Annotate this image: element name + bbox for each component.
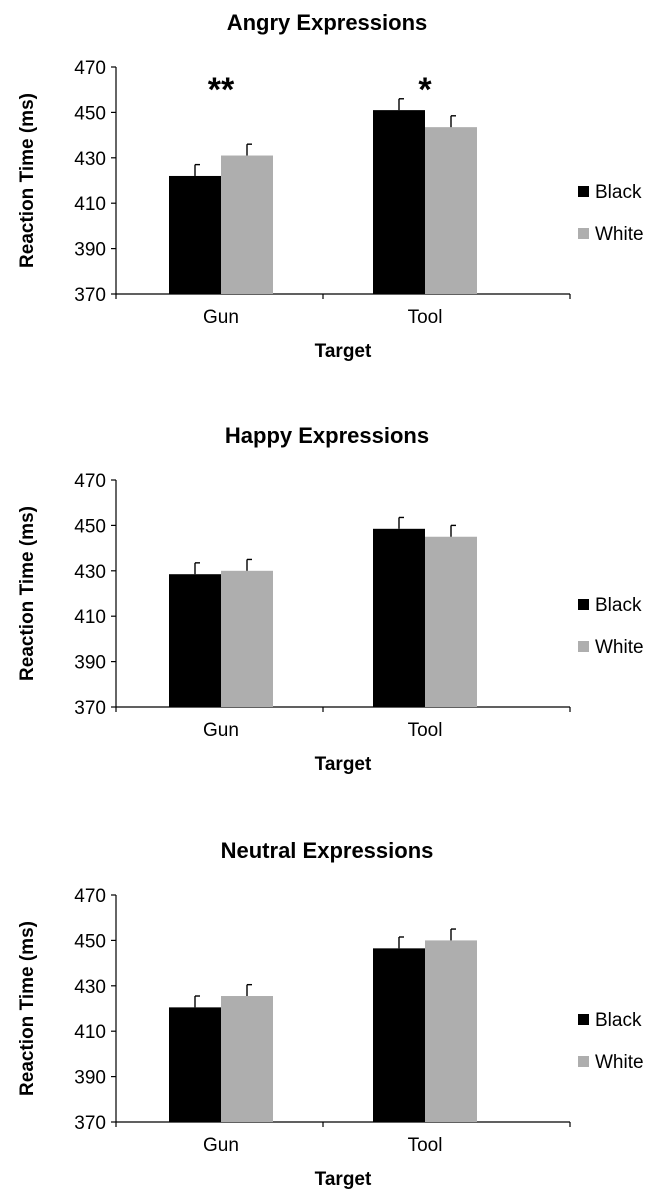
bar-black-tool — [373, 948, 425, 1122]
legend-label-black: Black — [595, 1010, 642, 1031]
y-tick-label: 390 — [74, 653, 106, 674]
bar-black-gun — [169, 1007, 221, 1122]
chart-title: Happy Expressions — [225, 423, 429, 448]
x-axis-label: Target — [315, 754, 372, 775]
legend-label-black: Black — [595, 182, 642, 203]
y-tick-label: 430 — [74, 562, 106, 583]
bar-black-gun — [169, 175, 221, 294]
legend-label-white: White — [595, 637, 644, 658]
legend-swatch-white — [578, 1056, 589, 1067]
x-tick-label: Gun — [203, 307, 239, 328]
x-tick-label: Tool — [408, 720, 443, 741]
legend-label-white: White — [595, 224, 644, 245]
y-tick-label: 470 — [74, 471, 106, 492]
chart-panel-3: Neutral Expressions Reaction Time (ms) 370… — [17, 838, 644, 1190]
bar-black-tool — [373, 528, 425, 707]
y-axis-label: Reaction Time (ms) — [17, 921, 38, 1096]
y-tick-label: 410 — [74, 607, 106, 628]
y-tick-label: 390 — [74, 1068, 106, 1089]
bar-white-tool — [425, 940, 477, 1122]
x-axis-label: Target — [315, 1169, 372, 1190]
legend-swatch-white — [578, 228, 589, 239]
y-tick-label: 450 — [74, 103, 106, 124]
legend-label-black: Black — [595, 595, 642, 616]
x-tick-label: Gun — [203, 1135, 239, 1156]
y-tick-label: 370 — [74, 285, 106, 306]
legend-swatch-black — [578, 1014, 589, 1025]
legend-swatch-black — [578, 186, 589, 197]
significance-marker: * — [418, 71, 432, 109]
y-tick-label: 470 — [74, 886, 106, 907]
bar-white-gun — [221, 155, 273, 294]
chart-panel-1: Angry Expressions Reaction Time (ms) 370 39… — [17, 10, 644, 362]
x-tick-label: Tool — [408, 1135, 443, 1156]
bar-black-tool — [373, 110, 425, 294]
significance-marker: ** — [208, 71, 235, 109]
y-tick-label: 450 — [74, 516, 106, 537]
bar-white-tool — [425, 536, 477, 707]
legend-swatch-white — [578, 641, 589, 652]
x-tick-label: Gun — [203, 720, 239, 741]
bar-white-gun — [221, 996, 273, 1122]
bar-black-gun — [169, 574, 221, 707]
chart-title: Angry Expressions — [227, 10, 428, 35]
y-tick-label: 470 — [74, 58, 106, 79]
bar-white-tool — [425, 127, 477, 294]
y-tick-label: 410 — [74, 194, 106, 215]
y-tick-label: 430 — [74, 977, 106, 998]
y-axis-label: Reaction Time (ms) — [17, 506, 38, 681]
y-tick-label: 410 — [74, 1022, 106, 1043]
y-tick-label: 370 — [74, 698, 106, 719]
legend-label-white: White — [595, 1052, 644, 1073]
y-tick-label: 430 — [74, 149, 106, 170]
legend-swatch-black — [578, 599, 589, 610]
x-tick-label: Tool — [408, 307, 443, 328]
x-axis-label: Target — [315, 341, 372, 362]
y-tick-label: 450 — [74, 931, 106, 952]
chart-title: Neutral Expressions — [221, 838, 434, 863]
bar-white-gun — [221, 570, 273, 707]
chart-panel-2: Happy Expressions Reaction Time (ms) 370 39… — [17, 423, 644, 775]
y-tick-label: 390 — [74, 240, 106, 261]
y-tick-label: 370 — [74, 1113, 106, 1134]
y-axis-label: Reaction Time (ms) — [17, 93, 38, 268]
